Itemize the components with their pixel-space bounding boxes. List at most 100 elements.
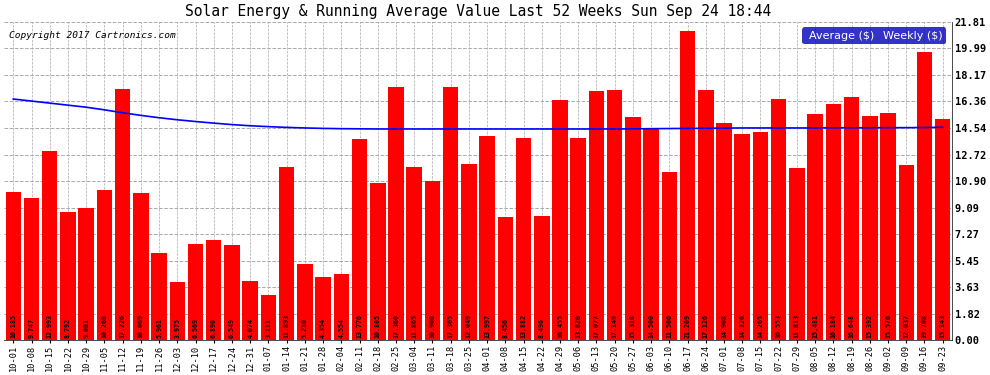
Bar [808, 114, 823, 340]
Text: 10.805: 10.805 [375, 314, 381, 338]
Text: 8.496: 8.496 [539, 318, 545, 338]
Text: Copyright 2017 Cartronics.com: Copyright 2017 Cartronics.com [9, 31, 175, 40]
Text: 6.569: 6.569 [192, 318, 199, 338]
Bar [644, 129, 659, 340]
Bar [370, 183, 385, 340]
Text: 5.961: 5.961 [156, 318, 162, 338]
Legend: Average ($), Weekly ($): Average ($), Weekly ($) [803, 27, 946, 44]
Bar [625, 117, 641, 340]
Text: 12.049: 12.049 [466, 314, 472, 338]
Text: 4.074: 4.074 [248, 318, 253, 338]
Text: 10.069: 10.069 [138, 314, 144, 338]
Text: 19.708: 19.708 [922, 314, 928, 338]
Bar [407, 167, 422, 340]
Bar [680, 30, 695, 340]
Bar [279, 166, 294, 340]
Text: 12.037: 12.037 [903, 314, 909, 338]
Text: 15.143: 15.143 [940, 314, 945, 338]
Text: 14.500: 14.500 [648, 314, 654, 338]
Bar [771, 99, 786, 340]
Bar [880, 113, 896, 340]
Bar [133, 193, 148, 340]
Bar [224, 245, 240, 340]
Text: 13.997: 13.997 [484, 314, 490, 338]
Text: 17.149: 17.149 [612, 314, 618, 338]
Text: 13.776: 13.776 [356, 314, 362, 338]
Text: 14.126: 14.126 [740, 314, 745, 338]
Bar [151, 254, 166, 340]
Bar [443, 87, 458, 340]
Bar [498, 217, 513, 340]
Text: 11.813: 11.813 [794, 314, 800, 338]
Text: 8.456: 8.456 [502, 318, 508, 338]
Bar [425, 181, 441, 340]
Bar [388, 87, 404, 340]
Bar [97, 190, 112, 340]
Text: 3.975: 3.975 [174, 318, 180, 338]
Text: 13.820: 13.820 [575, 314, 581, 338]
Text: 14.908: 14.908 [721, 314, 727, 338]
Bar [735, 134, 750, 340]
Text: 15.318: 15.318 [630, 314, 636, 338]
Bar [826, 104, 842, 340]
Bar [316, 277, 331, 340]
Text: 17.226: 17.226 [120, 314, 126, 338]
Bar [589, 91, 604, 340]
Title: Solar Energy & Running Average Value Last 52 Weeks Sun Sep 24 18:44: Solar Energy & Running Average Value Las… [185, 4, 771, 19]
Bar [334, 274, 349, 340]
Text: 16.184: 16.184 [831, 314, 837, 338]
Bar [42, 150, 57, 340]
Bar [698, 90, 714, 340]
Bar [607, 90, 623, 340]
Text: 9.081: 9.081 [83, 318, 89, 338]
Text: 11.865: 11.865 [411, 314, 417, 338]
Text: 11.506: 11.506 [666, 314, 672, 338]
Bar [297, 264, 313, 340]
Bar [78, 208, 94, 340]
Bar [169, 282, 185, 340]
Bar [60, 212, 75, 340]
Bar [24, 198, 40, 340]
Bar [534, 216, 549, 340]
Bar [479, 136, 495, 340]
Bar [260, 295, 276, 340]
Bar [243, 281, 258, 340]
Text: 16.648: 16.648 [848, 314, 854, 338]
Bar [188, 244, 203, 340]
Text: 10.900: 10.900 [430, 314, 436, 338]
Text: 17.365: 17.365 [447, 314, 453, 338]
Bar [716, 123, 732, 340]
Text: 17.360: 17.360 [393, 314, 399, 338]
Bar [516, 138, 532, 340]
Text: 5.210: 5.210 [302, 318, 308, 338]
Bar [461, 164, 476, 340]
Text: 12.993: 12.993 [47, 314, 52, 338]
Text: 6.549: 6.549 [229, 318, 235, 338]
Text: 17.077: 17.077 [593, 314, 599, 338]
Text: 4.554: 4.554 [339, 318, 345, 338]
Text: 21.209: 21.209 [684, 314, 691, 338]
Text: 14.265: 14.265 [757, 314, 763, 338]
Text: 11.893: 11.893 [284, 314, 290, 338]
Bar [661, 172, 677, 340]
Text: 13.882: 13.882 [521, 314, 527, 338]
Text: 16.553: 16.553 [776, 314, 782, 338]
Bar [789, 168, 805, 340]
Text: 4.354: 4.354 [320, 318, 326, 338]
Bar [752, 132, 768, 340]
Bar [917, 53, 933, 340]
Bar [843, 97, 859, 340]
Bar [862, 116, 877, 340]
Bar [6, 192, 21, 340]
Text: 9.747: 9.747 [29, 318, 35, 338]
Text: 15.481: 15.481 [812, 314, 818, 338]
Text: 8.792: 8.792 [65, 318, 71, 338]
Text: 16.455: 16.455 [557, 314, 563, 338]
Text: 15.392: 15.392 [867, 314, 873, 338]
Bar [899, 165, 914, 340]
Bar [115, 89, 131, 340]
Bar [570, 138, 586, 340]
Bar [552, 100, 567, 340]
Text: 17.126: 17.126 [703, 314, 709, 338]
Text: 15.576: 15.576 [885, 314, 891, 338]
